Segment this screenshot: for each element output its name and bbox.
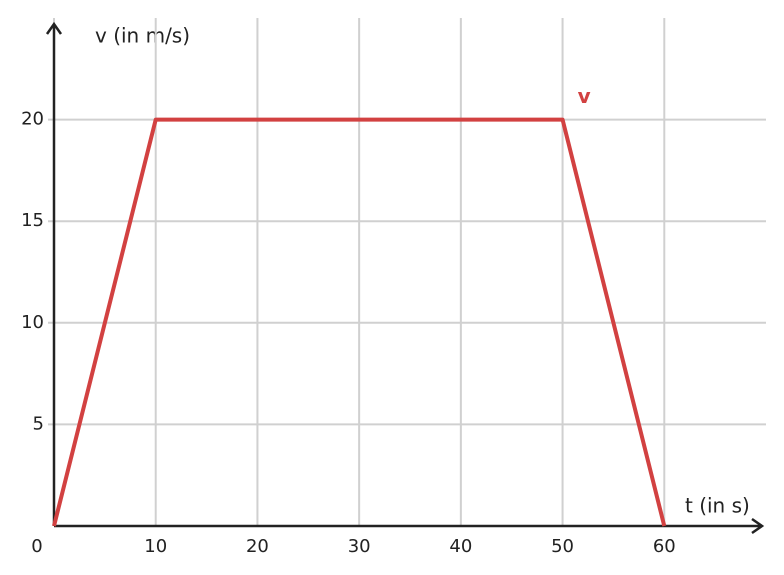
x-tick-label: 0 xyxy=(31,536,42,557)
data-line xyxy=(52,117,667,527)
x-tick-label: 50 xyxy=(551,536,574,557)
x-tick-label: 20 xyxy=(246,536,269,557)
x-axis-label: t (in s) xyxy=(685,494,750,518)
x-tick-label: 60 xyxy=(653,536,676,557)
y-tick-label: 5 xyxy=(33,413,44,434)
y-tick-label: 20 xyxy=(21,109,44,130)
x-tick-label: 30 xyxy=(348,536,371,557)
series-label: v xyxy=(578,84,591,108)
y-tick-label: 15 xyxy=(21,210,44,231)
x-axis xyxy=(54,517,765,535)
x-tick-label: 40 xyxy=(449,536,472,557)
x-tick-label: 10 xyxy=(144,536,167,557)
y-axis xyxy=(45,21,63,526)
y-axis-label: v (in m/s) xyxy=(95,24,190,48)
y-tick-label: 10 xyxy=(21,312,44,333)
